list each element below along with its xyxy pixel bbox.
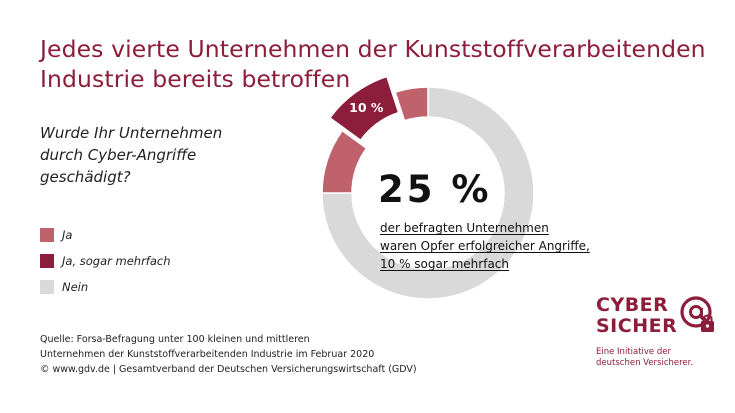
survey-question: Wurde Ihr Unternehmen durch Cyber-Angrif… bbox=[40, 122, 260, 188]
source-line-1: Quelle: Forsa-Befragung unter 100 kleine… bbox=[40, 334, 310, 345]
at-lock-icon bbox=[680, 296, 714, 332]
cybersicher-logo: CYBER SICHER Eine Initiative der deutsch… bbox=[596, 295, 721, 375]
logo-tagline: Eine Initiative der deutschen Versichere… bbox=[596, 347, 693, 369]
headline-description: der befragten Unternehmen waren Opfer er… bbox=[380, 219, 590, 273]
donut-slice-ja bbox=[321, 129, 368, 194]
logo-word-cyber: CYBER bbox=[596, 294, 669, 316]
chart-title: Jedes vierte Unternehmen der Kunststoffv… bbox=[40, 34, 720, 94]
legend-swatch-nein bbox=[40, 280, 54, 294]
legend-label-nein: Nein bbox=[62, 280, 89, 294]
logo-tagline-line-2: deutschen Versicherer. bbox=[596, 358, 694, 368]
legend-swatch-mehrfach bbox=[40, 254, 54, 268]
logo-word-sicher: SICHER bbox=[596, 315, 678, 337]
legend-item-mehrfach: Ja, sogar mehrfach bbox=[40, 248, 171, 274]
legend-swatch-ja bbox=[40, 228, 54, 242]
logo-tagline-line-1: Eine Initiative der bbox=[596, 347, 671, 357]
donut-label-mehrfach: 10 % bbox=[349, 100, 384, 115]
description-line-3: 10 % sogar mehrfach bbox=[380, 257, 510, 271]
source-line-2: Unternehmen der Kunststoffverarbeitenden… bbox=[40, 349, 375, 360]
donut-slice-ja-upper bbox=[394, 86, 429, 122]
legend: Ja Ja, sogar mehrfach Nein bbox=[40, 222, 171, 300]
donut-slice-mehrfach bbox=[328, 75, 400, 142]
legend-item-nein: Nein bbox=[40, 274, 171, 300]
question-line-3: geschädigt? bbox=[40, 168, 131, 186]
source-note: Quelle: Forsa-Befragung unter 100 kleine… bbox=[40, 332, 417, 377]
description-line-2: waren Opfer erfolgreicher Angriffe, bbox=[380, 239, 590, 253]
title-line-1: Jedes vierte Unternehmen der Kunststoffv… bbox=[40, 35, 706, 63]
legend-label-mehrfach: Ja, sogar mehrfach bbox=[62, 254, 171, 268]
source-line-3: © www.gdv.de | Gesamtverband der Deutsch… bbox=[40, 364, 417, 375]
title-line-2: Industrie bereits betroffen bbox=[40, 65, 351, 93]
legend-label-ja: Ja bbox=[62, 228, 73, 242]
headline-percentage: 25 % bbox=[378, 168, 492, 211]
question-line-2: durch Cyber-Angriffe bbox=[40, 146, 197, 164]
description-line-1: der befragten Unternehmen bbox=[380, 221, 549, 235]
donut-slice-nein bbox=[321, 86, 535, 300]
legend-item-ja: Ja bbox=[40, 222, 171, 248]
question-line-1: Wurde Ihr Unternehmen bbox=[40, 124, 223, 142]
